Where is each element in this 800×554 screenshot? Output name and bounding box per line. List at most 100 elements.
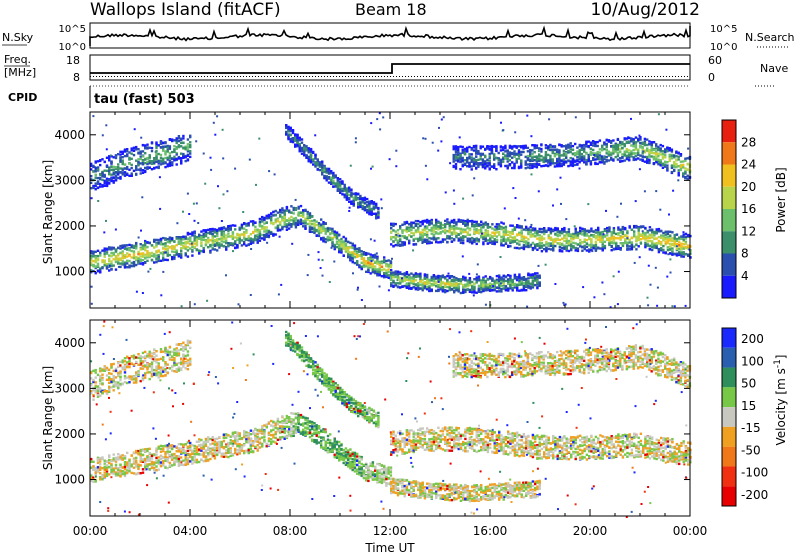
power-data-cell <box>380 260 384 263</box>
power-data-cell <box>338 250 341 254</box>
power-data-cell <box>500 221 503 224</box>
power-data-cell <box>155 241 158 245</box>
power-data-cell <box>247 235 250 238</box>
nave-tick-bottom: 0 <box>708 71 715 84</box>
power-data-cell <box>341 190 344 193</box>
power-data-cell <box>374 255 377 258</box>
power-data-cell <box>287 125 290 129</box>
power-data-cell <box>290 205 293 208</box>
power-data-cell <box>175 249 178 252</box>
power-data-cell <box>545 246 548 249</box>
power-data-cell <box>240 223 244 226</box>
power-data-cell <box>119 171 122 174</box>
power-data-cell <box>457 237 460 241</box>
power-data-cell <box>90 250 93 253</box>
power-data-cell <box>673 245 676 248</box>
power-data-cell <box>403 275 406 279</box>
power-data-cell <box>410 272 413 275</box>
power-data-cell <box>529 235 532 238</box>
power-data-cell <box>321 164 324 167</box>
power-data-cell <box>396 272 400 275</box>
power-data-cell <box>556 233 559 236</box>
power-data-cell <box>117 246 120 250</box>
power-data-cell <box>392 272 395 275</box>
power-data-cell <box>159 163 163 166</box>
power-data-cell <box>377 211 380 214</box>
power-data-cell <box>621 232 625 235</box>
power-data-cell <box>320 218 323 221</box>
power-data-cell <box>484 233 487 236</box>
power-data-cell <box>263 216 266 220</box>
power-data-cell <box>419 232 422 235</box>
power-data-cell <box>529 162 532 166</box>
power-data-cell <box>330 176 333 179</box>
power-data-cell <box>353 247 357 250</box>
power-data-cell <box>362 260 366 263</box>
power-data-cell <box>531 144 534 147</box>
power-data-cell <box>417 284 420 287</box>
power-data-cell <box>680 237 683 240</box>
power-data-cell <box>399 225 402 228</box>
power-data-cell <box>274 218 277 222</box>
power-data-cell <box>490 165 494 168</box>
power-data-cell <box>554 237 557 241</box>
power-data-cell <box>322 221 325 224</box>
power-data-cell <box>630 236 634 240</box>
power-data-cell <box>637 245 640 248</box>
power-data-cell <box>146 156 149 160</box>
power-data-cell <box>437 225 440 228</box>
power-data-cell <box>594 234 598 238</box>
power-data-cell <box>435 227 438 230</box>
power-data-cell <box>567 234 571 238</box>
power-data-cell <box>511 231 514 234</box>
power-data-cell <box>288 209 291 212</box>
power-data-cell <box>126 266 129 269</box>
power-data-cell <box>141 246 145 249</box>
power-data-cell <box>90 251 93 254</box>
power-data-cell <box>339 184 342 187</box>
power-data-cell <box>525 283 528 286</box>
power-data-cell <box>504 227 508 231</box>
power-data-cell <box>538 159 541 163</box>
power-data-cell <box>182 246 185 250</box>
power-data-cell <box>526 157 530 160</box>
power-data-cell <box>464 290 467 294</box>
power-data-cell <box>401 229 404 232</box>
power-data-cell <box>455 223 458 226</box>
power-data-cell <box>599 238 602 241</box>
power-data-cell <box>417 223 420 226</box>
power-data-cell <box>387 274 390 277</box>
power-data-cell <box>299 218 303 221</box>
power-data-cell <box>162 253 165 256</box>
power-data-cell <box>405 286 409 289</box>
power-data-cell <box>448 276 451 280</box>
power-data-cell <box>345 187 349 190</box>
power-data-cell <box>493 233 496 236</box>
power-data-cell <box>186 154 190 157</box>
power-data-cell <box>283 225 286 228</box>
power-data-cell <box>477 290 481 293</box>
power-data-cell <box>405 272 409 276</box>
power-data-cell <box>283 223 286 226</box>
power-data-cell <box>606 229 609 232</box>
power-data-cell <box>477 223 481 227</box>
power-data-cell <box>446 218 449 221</box>
power-data-cell <box>414 224 418 228</box>
power-data-cell <box>648 236 652 240</box>
power-data-cell <box>517 149 521 152</box>
power-data-cell <box>193 237 196 240</box>
power-data-cell <box>211 239 214 243</box>
power-data-cell <box>263 218 266 221</box>
power-data-cell <box>321 166 324 169</box>
power-data-cell <box>583 229 586 232</box>
power-data-cell <box>484 284 487 287</box>
power-data-cell <box>369 266 372 269</box>
power-data-cell <box>139 162 142 165</box>
power-data-cell <box>513 145 516 148</box>
power-data-cell <box>342 244 345 247</box>
power-data-cell <box>390 243 393 246</box>
power-data-cell <box>414 222 418 226</box>
power-data-cell <box>558 164 561 168</box>
power-data-cell <box>511 224 514 227</box>
power-data-cell <box>352 204 355 207</box>
